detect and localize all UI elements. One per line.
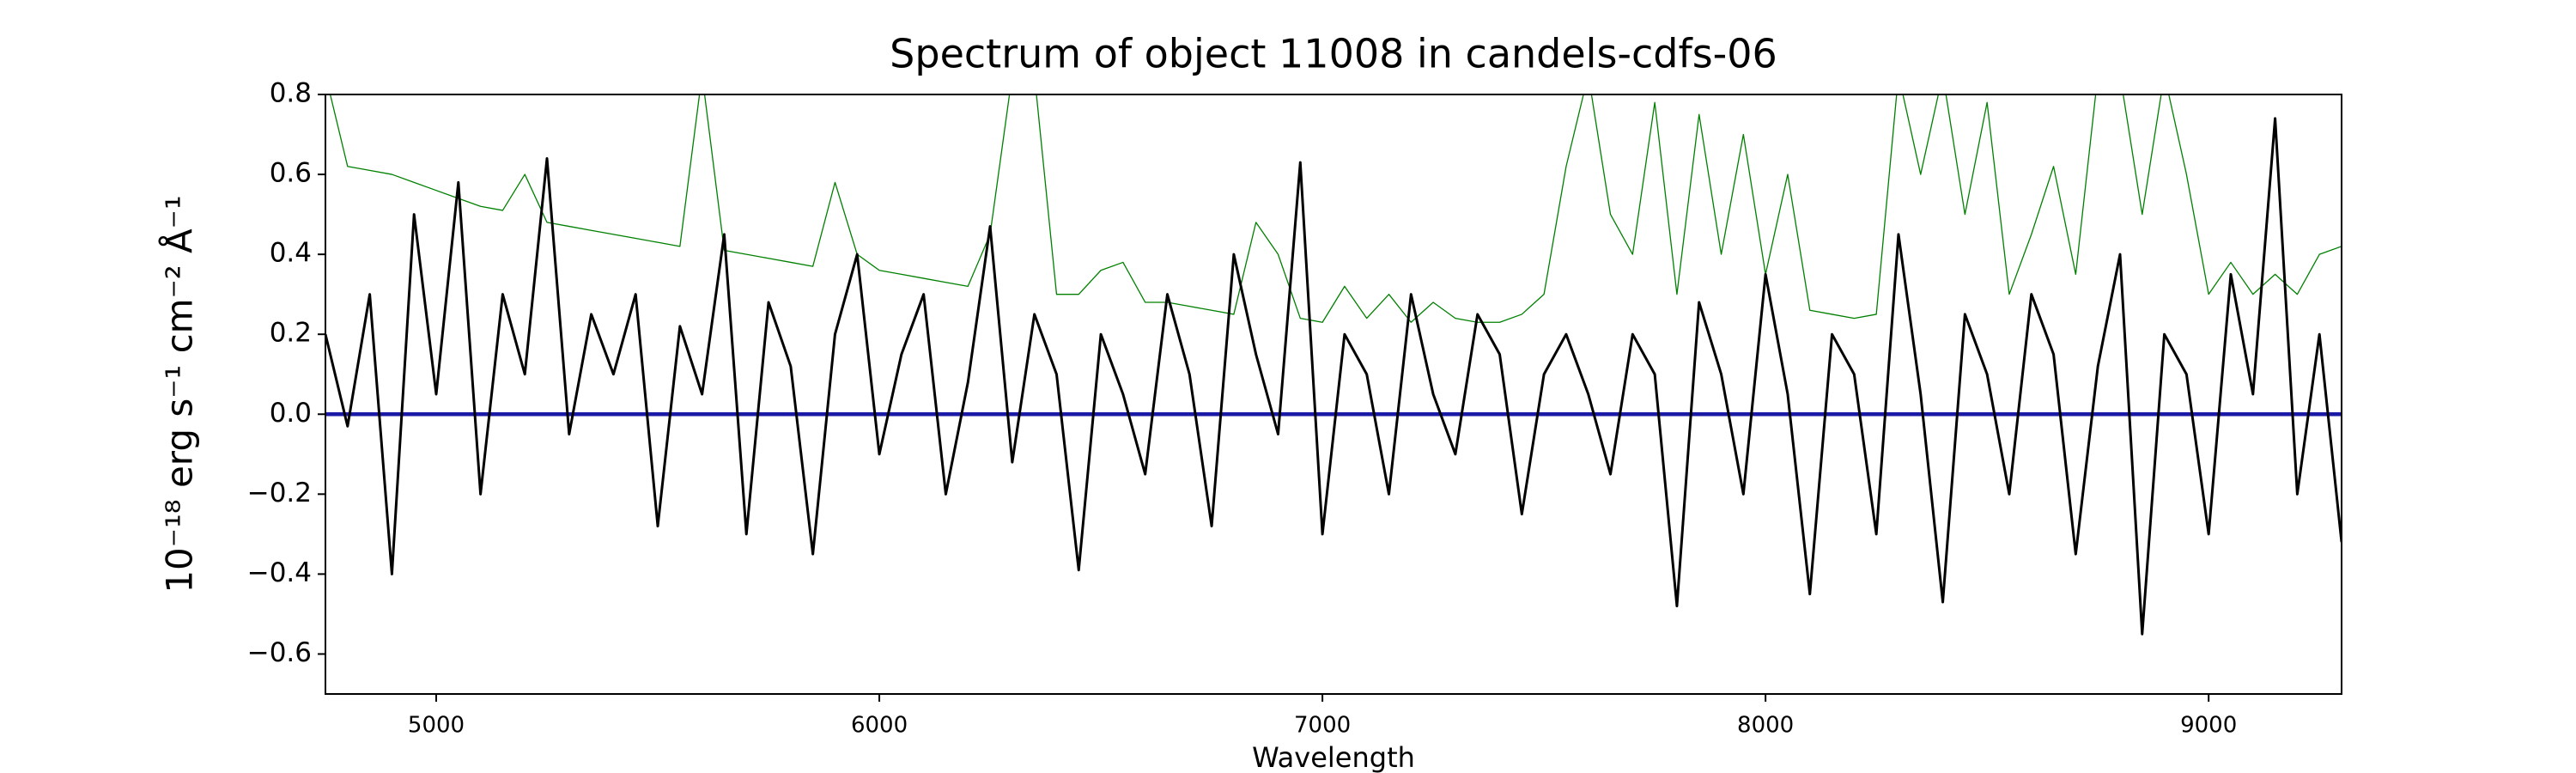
axes-frame bbox=[325, 94, 2342, 695]
y-tick-label: −0.2 bbox=[247, 478, 312, 508]
y-tick-label: −0.6 bbox=[247, 637, 312, 668]
y-tick-label: 0.4 bbox=[270, 238, 312, 269]
chart-title: Spectrum of object 11008 in candels-cdfs… bbox=[890, 31, 1777, 77]
spectrum-line bbox=[325, 117, 2342, 636]
y-tick-label: 0.2 bbox=[270, 318, 312, 349]
x-tick-label: 7000 bbox=[1294, 713, 1351, 739]
y-tick-label: −0.4 bbox=[247, 557, 312, 588]
y-tick-label: 0.0 bbox=[270, 398, 312, 429]
x-tick-label: 9000 bbox=[2180, 713, 2237, 739]
spectrum-line bbox=[329, 94, 2342, 323]
y-tick-label: 0.6 bbox=[270, 158, 312, 189]
x-tick-label: 5000 bbox=[408, 713, 465, 739]
x-tick-label: 8000 bbox=[1737, 713, 1794, 739]
y-tick-label: 0.8 bbox=[270, 78, 312, 109]
plot-area bbox=[325, 94, 2342, 636]
x-tick-label: 6000 bbox=[851, 713, 908, 739]
y-axis-label: 10⁻¹⁸ erg s⁻¹ cm⁻² Å⁻¹ bbox=[158, 195, 201, 593]
x-axis-label: Wavelength bbox=[1252, 741, 1415, 773]
